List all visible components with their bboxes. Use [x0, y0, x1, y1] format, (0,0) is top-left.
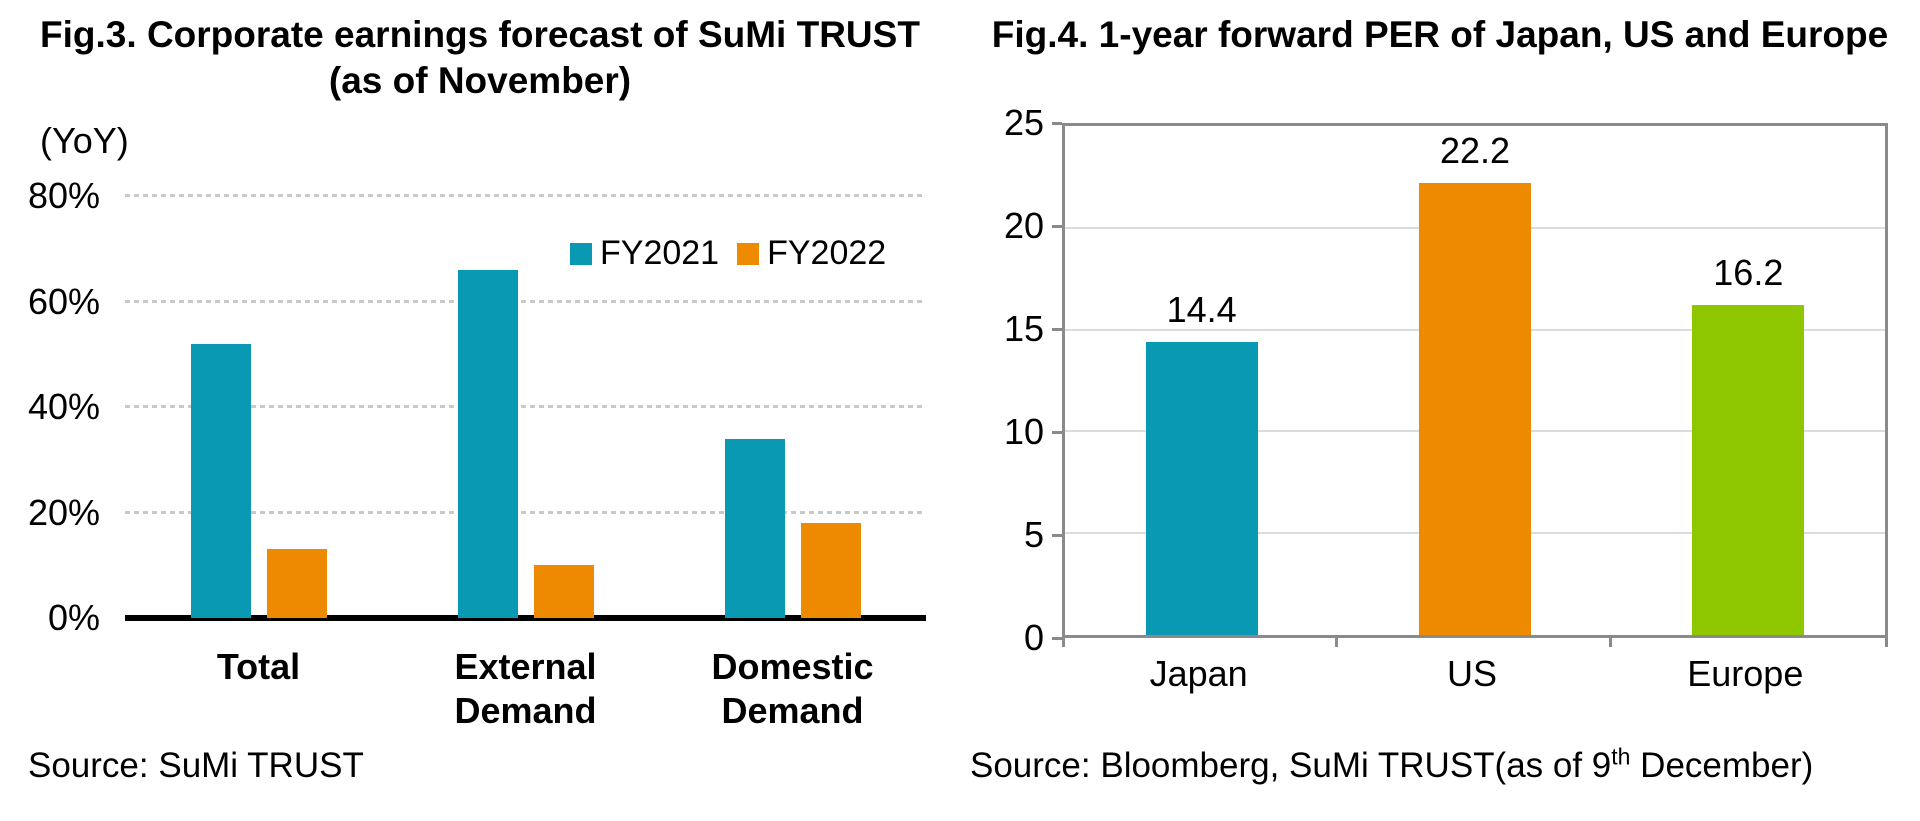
bar-us-per [1419, 183, 1531, 635]
fig3-chart: Fig.3. Corporate earnings forecast of Su… [27, 14, 926, 785]
legend-swatch-fy2021 [570, 242, 592, 265]
y-tick-label-20: 20 [1003, 205, 1044, 246]
data-label-us: 22.2 [1439, 130, 1511, 172]
category-label-japan: Japan [1149, 653, 1248, 694]
bar-fy2022-0 [266, 549, 327, 618]
y-tick-mark-20 [1052, 225, 1062, 228]
y-tick-mark-0 [1052, 637, 1062, 640]
y-tick-mark-10 [1052, 431, 1062, 434]
y-tick-label-5: 5 [1023, 514, 1044, 555]
x-tick-mark-1 [1335, 638, 1339, 647]
legend-label-fy2022: FY2022 [767, 234, 887, 272]
gridline-80 [125, 194, 926, 197]
y-tick-label-0: 0% [47, 597, 100, 638]
x-axis-line [125, 615, 926, 621]
category-label-europe: Europe [1687, 653, 1804, 694]
fig3-y-axis-unit: (YoY) [40, 120, 129, 161]
category-label-0: Total [216, 646, 301, 687]
y-tick-label-25: 25 [1003, 102, 1044, 143]
legend-item-fy2022: FY2022 [737, 234, 886, 273]
fig3-subtitle: (as of November) [328, 60, 632, 101]
fig4-source-superscript: th [1611, 743, 1631, 770]
fig4-source-text-end: December) [1630, 746, 1814, 785]
legend-label-fy2021: FY2021 [600, 234, 720, 272]
y-tick-label-60: 60% [27, 280, 100, 322]
bar-fy2022-2 [800, 523, 861, 618]
category-label-1: External Demand [454, 646, 597, 731]
fig3-source: Source: SuMi TRUST [28, 746, 364, 785]
y-tick-mark-5 [1052, 534, 1062, 537]
y-tick-label-15: 15 [1003, 308, 1044, 349]
fig4-source-text: Source: Bloomberg, SuMi TRUST(as of 9 [970, 746, 1612, 785]
y-tick-label-40: 40% [27, 386, 100, 427]
y-tick-label-20: 20% [27, 491, 100, 533]
fig4-title: Fig.4. 1-year forward PER of Japan, US a… [991, 14, 1889, 55]
fig3-title: Fig.3. Corporate earnings forecast of Su… [40, 14, 920, 55]
y-tick-mark-15 [1052, 328, 1062, 331]
bar-fy2021-1 [457, 269, 518, 618]
fig4-source: Source: Bloomberg, SuMi TRUST(as of 9th … [970, 743, 1814, 786]
bar-fy2021-2 [724, 438, 785, 618]
y-tick-mark-25 [1052, 122, 1062, 125]
legend-item-fy2021: FY2021 [570, 234, 719, 273]
y-tick-label-10: 10 [1003, 411, 1044, 452]
fig3-plot-area [125, 194, 926, 621]
data-label-europe: 16.2 [1713, 252, 1784, 294]
data-label-japan: 14.4 [1166, 288, 1237, 330]
bar-europe-per [1692, 305, 1805, 635]
x-tick-mark-2 [1608, 638, 1612, 647]
legend-swatch-fy2022 [737, 242, 760, 265]
x-tick-mark-end [1885, 638, 1888, 647]
fig4-plot-area: 14.4 22.2 16.2 [1062, 123, 1888, 638]
gridline-40 [125, 405, 926, 408]
y-tick-label-80: 80% [27, 175, 100, 216]
x-tick-mark-0 [1062, 638, 1065, 647]
bar-japan-per [1145, 341, 1258, 635]
y-tick-label-0: 0 [1023, 617, 1044, 658]
category-label-us: US [1446, 653, 1497, 694]
gridline-20 [125, 510, 926, 514]
fig3-legend: FY2021 FY2022 [570, 234, 886, 273]
gridline-60 [125, 299, 926, 303]
bar-fy2021-0 [190, 343, 251, 618]
bar-fy2022-1 [533, 565, 594, 618]
fig4-chart: Fig.4. 1-year forward PER of Japan, US a… [960, 0, 1920, 821]
category-label-2: Domestic Demand [711, 646, 874, 731]
